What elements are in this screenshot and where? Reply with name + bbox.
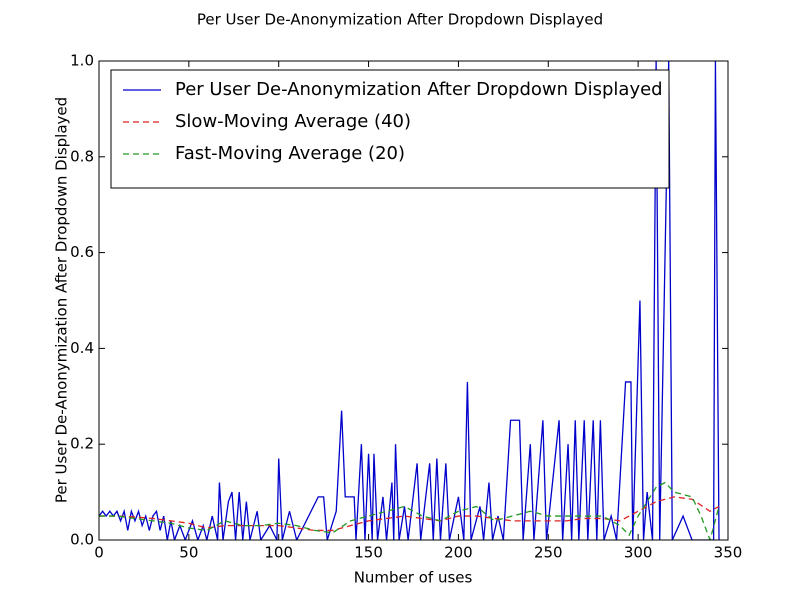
- x-tick-label: 300: [624, 544, 653, 562]
- chart-title: Per User De-Anonymization After Dropdown…: [197, 11, 603, 29]
- x-tick-label: 0: [94, 544, 104, 562]
- x-tick-label: 250: [534, 544, 563, 562]
- y-tick-label: 1.0: [70, 52, 94, 70]
- y-axis-label: Per User De-Anonymization After Dropdown…: [53, 97, 71, 503]
- y-tick-label: 0.2: [70, 435, 94, 453]
- x-tick-label: 200: [444, 544, 473, 562]
- x-tick-label: 100: [264, 544, 293, 562]
- y-tick-label: 0.6: [70, 243, 94, 261]
- y-tick-label: 0.8: [70, 147, 94, 165]
- legend-label: Slow-Moving Average (40): [175, 111, 411, 132]
- y-tick-label: 0.0: [70, 531, 94, 549]
- series-line: [99, 496, 720, 532]
- legend-label: Fast-Moving Average (20): [175, 143, 405, 164]
- plot-frame: [98, 60, 729, 541]
- legend-label: Per User De-Anonymization After Dropdown…: [175, 79, 663, 100]
- x-axis-label: Number of uses: [354, 569, 473, 587]
- legend-box: [110, 69, 670, 189]
- x-tick-label: 350: [714, 544, 743, 562]
- series-line: [99, 61, 720, 540]
- series-line: [99, 481, 720, 540]
- legend: Per User De-Anonymization After Dropdown…: [110, 69, 670, 189]
- y-tick-label: 0.4: [70, 339, 94, 357]
- plot-area: [99, 61, 720, 540]
- x-tick-label: 50: [179, 544, 198, 562]
- x-tick-label: 150: [354, 544, 383, 562]
